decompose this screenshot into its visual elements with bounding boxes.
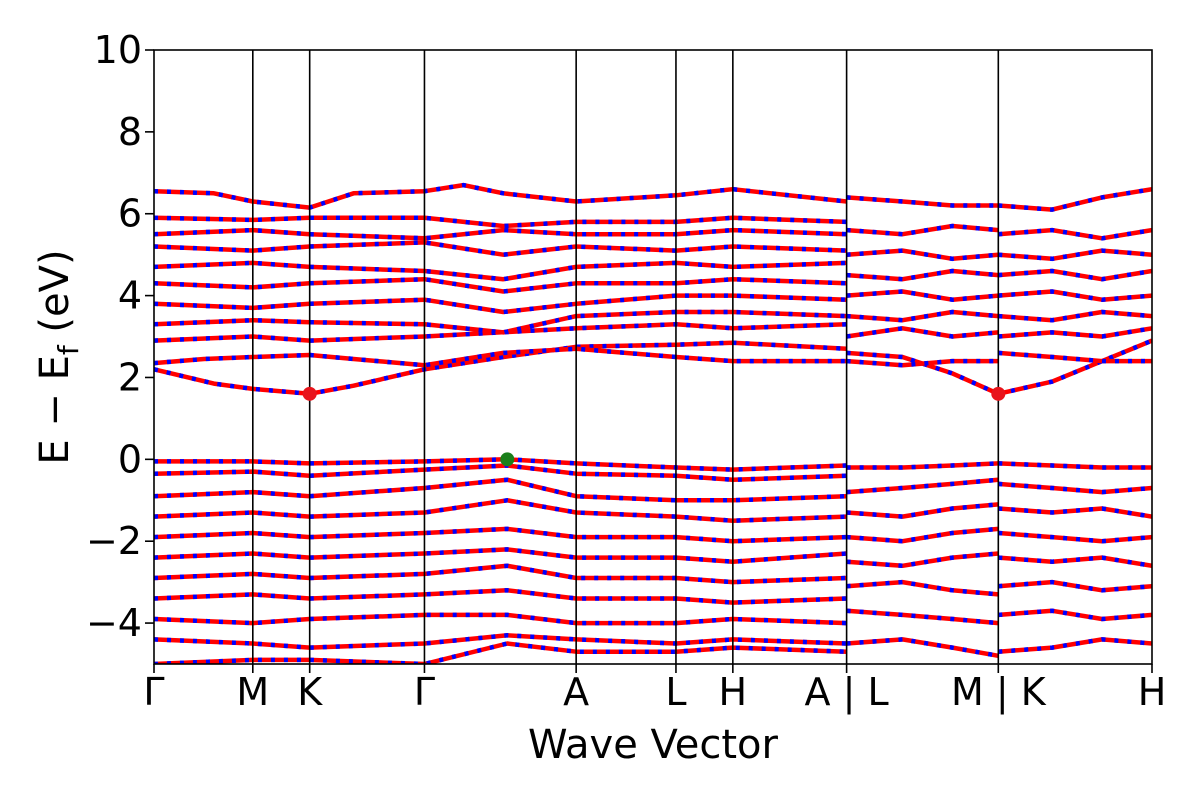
extrema-markers [302, 386, 1006, 467]
band-line-spin-down [154, 563, 847, 585]
y-axis-title-main: E − E [32, 355, 78, 465]
band-line-spin-down [846, 289, 999, 302]
y-tick-label: 8 [118, 110, 142, 154]
band-line-spin-down [846, 309, 999, 323]
band-line-spin-down [998, 350, 1152, 364]
y-tick-label: −2 [86, 519, 142, 563]
kpoint-lines [252, 50, 1000, 664]
band-line-spin-down [154, 260, 847, 282]
band-line-spin-down [998, 186, 1152, 212]
band-line-spin-down [846, 502, 999, 519]
x-tick-label: M | K [951, 670, 1047, 715]
y-axis-title-subscript: f [52, 344, 85, 355]
x-tick-label: H [719, 670, 748, 714]
band-line-spin-down [998, 326, 1152, 339]
band-line-spin-down [846, 579, 999, 597]
band-line-spin-down [846, 350, 1000, 396]
y-tick-label: 2 [118, 355, 142, 399]
band-line-spin-down [998, 555, 1152, 569]
band-line-spin-down [154, 293, 847, 315]
band-line-spin-down [998, 268, 1152, 282]
band-line-spin-down [154, 498, 847, 523]
band-line-spin-down [997, 338, 1152, 396]
x-tick-label: H [1138, 670, 1167, 714]
x-tick-label: M [236, 670, 269, 714]
band-line-spin-down [998, 227, 1152, 241]
y-tick-label: 10 [94, 28, 142, 72]
band-line-spin-down [846, 551, 999, 569]
vbm-marker [500, 452, 515, 467]
x-tick-label: A | L [805, 670, 889, 715]
band-line-spin-down [846, 195, 999, 208]
band-line-spin-down [846, 526, 999, 544]
band-line-spin-down [154, 526, 847, 544]
x-tick-label: Γ [414, 670, 435, 714]
band-line-spin-down [154, 641, 847, 664]
band-line-spin-down [154, 227, 847, 241]
band-line-spin-down [846, 477, 999, 495]
band-line-spin-down [998, 461, 1152, 470]
y-tick-label: 6 [118, 192, 142, 236]
y-tick-label: 4 [118, 274, 142, 318]
band-line-spin-down [846, 326, 999, 339]
band-line-spin-down [154, 477, 847, 503]
x-tick-label: A [563, 670, 589, 714]
band-line-spin-down [846, 608, 999, 626]
y-tick-label: 0 [118, 437, 142, 481]
cbm-marker [302, 386, 317, 401]
band-line-spin-down [154, 588, 847, 605]
x-tick-label: L [665, 670, 686, 714]
band-line-spin-down [846, 637, 999, 659]
y-tick-label: −4 [86, 601, 142, 645]
y-axis-title-unit: (eV) [32, 249, 78, 345]
band-line-spin-down [154, 633, 847, 650]
band-line-spin-down [846, 358, 999, 368]
band-line-spin-down [998, 506, 1152, 519]
band-line-spin-down [154, 182, 847, 210]
band-line-spin-down [998, 248, 1152, 262]
band-line-spin-down [998, 289, 1152, 302]
band-line-spin-down [998, 481, 1152, 495]
x-tick-label: Γ [143, 670, 164, 714]
band-line-spin-down [154, 612, 847, 626]
band-line-spin-down [846, 248, 999, 262]
band-line-spin-down [998, 530, 1152, 544]
band-line-spin-down [154, 309, 847, 335]
band-line-spin-down [154, 240, 847, 257]
band-line-spin-down [846, 268, 999, 282]
band-line-spin-down [154, 276, 847, 294]
plot-frame [153, 49, 1153, 665]
band-line-spin-down [846, 461, 999, 470]
band-line-spin-down [998, 309, 1152, 323]
x-tick-label: K [297, 670, 323, 714]
band-line-spin-down [998, 637, 1152, 654]
band-line-spin-down [998, 579, 1152, 593]
cbm-marker [991, 386, 1006, 401]
band-line-spin-down [998, 608, 1152, 622]
y-axis-ticks: −4 −2 0 2 4 6 8 10 [86, 28, 154, 645]
band-line-spin-down [154, 547, 847, 564]
y-axis-title: E − Ef (eV) [32, 249, 85, 464]
band-line-spin-down [846, 223, 999, 237]
band-line-spin-down [154, 215, 847, 229]
x-axis-title: Wave Vector [528, 722, 779, 768]
